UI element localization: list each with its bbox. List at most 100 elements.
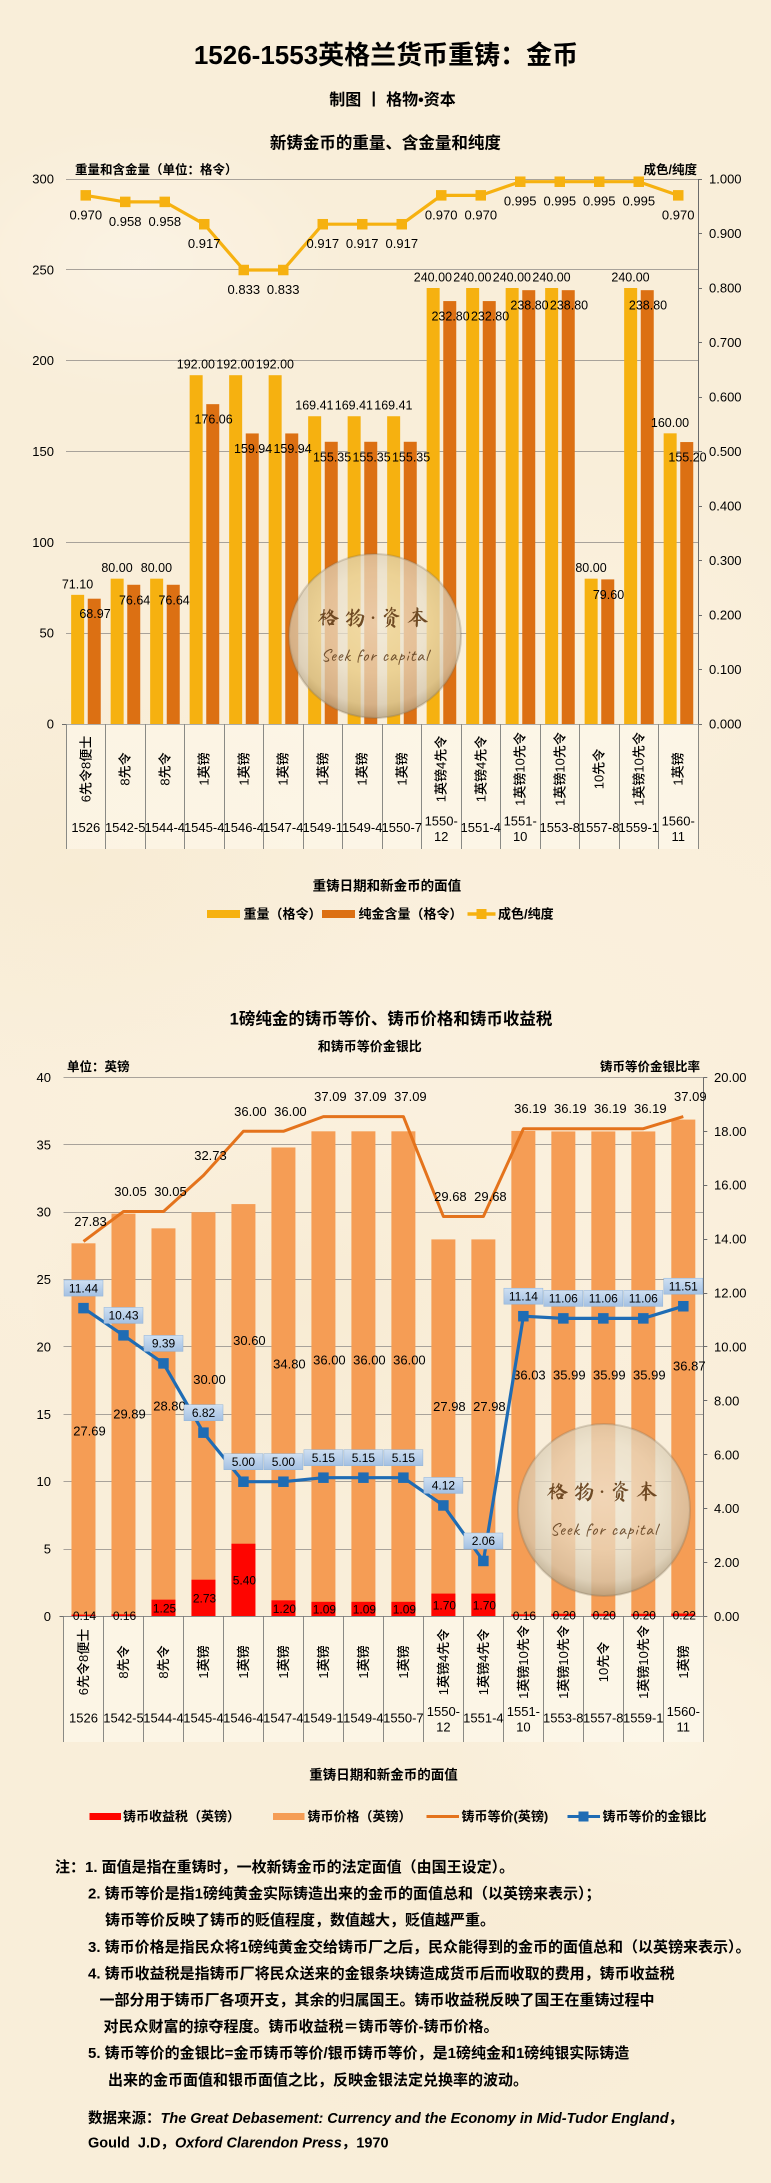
svg-text:0.917: 0.917 xyxy=(386,236,419,251)
svg-text:30: 30 xyxy=(37,1205,51,1220)
svg-text:1526-1553英格兰货币重铸：金币: 1526-1553英格兰货币重铸：金币 xyxy=(194,40,578,70)
svg-text:16.00: 16.00 xyxy=(714,1178,747,1193)
svg-text:192.00: 192.00 xyxy=(177,358,215,372)
svg-text:6.82: 6.82 xyxy=(192,1406,216,1420)
svg-text:和铸币等价金银比: 和铸币等价金银比 xyxy=(318,1039,422,1054)
svg-text:0.917: 0.917 xyxy=(188,236,221,251)
svg-text:1549-1: 1549-1 xyxy=(303,1711,343,1726)
svg-text:36.00: 36.00 xyxy=(274,1104,307,1119)
svg-text:1磅纯金的铸币等价、铸币价格和铸币收益税: 1磅纯金的铸币等价、铸币价格和铸币收益税 xyxy=(230,1009,553,1029)
svg-text:0.917: 0.917 xyxy=(346,236,379,251)
svg-text:71.10: 71.10 xyxy=(62,577,93,591)
svg-text:1英镑4先令: 1英镑4先令 xyxy=(476,1629,491,1695)
svg-text:1546-4: 1546-4 xyxy=(224,820,264,835)
svg-text:1英镑: 1英镑 xyxy=(276,1645,291,1678)
svg-text:35.99: 35.99 xyxy=(633,1368,666,1383)
svg-text:11.06: 11.06 xyxy=(589,1292,618,1306)
svg-text:铸币收益税（英镑）: 铸币收益税（英镑） xyxy=(123,1809,240,1824)
svg-text:1549-4: 1549-4 xyxy=(343,1711,383,1726)
svg-text:1英镑: 1英镑 xyxy=(196,1645,211,1678)
svg-text:成色/纯度: 成色/纯度 xyxy=(644,162,698,177)
svg-text:1英镑4先令: 1英镑4先令 xyxy=(473,736,488,802)
svg-text:一部分用于铸币厂各项开支，其余的归属国王。铸币收益税反映了国: 一部分用于铸币厂各项开支，其余的归属国王。铸币收益税反映了国王在重铸过程中 xyxy=(100,1991,655,2009)
svg-text:0.700: 0.700 xyxy=(709,335,742,350)
svg-text:1560-: 1560- xyxy=(662,814,695,829)
svg-text:240.00: 240.00 xyxy=(414,271,452,285)
svg-text:格物·资本: 格物·资本 xyxy=(317,606,432,628)
svg-text:37.09: 37.09 xyxy=(674,1089,707,1104)
svg-text:6.00: 6.00 xyxy=(714,1447,739,1462)
svg-text:34.80: 34.80 xyxy=(273,1357,306,1372)
svg-text:1551-: 1551- xyxy=(504,814,537,829)
svg-text:11.06: 11.06 xyxy=(629,1292,658,1306)
svg-text:2.00: 2.00 xyxy=(714,1555,739,1570)
svg-text:2.73: 2.73 xyxy=(193,1592,217,1606)
svg-text:176.06: 176.06 xyxy=(194,413,232,427)
svg-text:0.20: 0.20 xyxy=(633,1609,657,1623)
svg-text:10: 10 xyxy=(516,1720,530,1735)
svg-text:238.80: 238.80 xyxy=(629,299,667,313)
svg-text:0: 0 xyxy=(47,717,54,732)
svg-text:32.73: 32.73 xyxy=(194,1148,227,1163)
svg-text:1542-5: 1542-5 xyxy=(103,1711,143,1726)
svg-text:1英镑: 1英镑 xyxy=(236,1645,251,1678)
svg-text:10先令: 10先令 xyxy=(592,749,607,789)
svg-text:1英镑10先令: 1英镑10先令 xyxy=(636,1625,651,1699)
svg-text:对民众财富的掠夺程度。铸币收益税＝铸币等价-铸币价格。: 对民众财富的掠夺程度。铸币收益税＝铸币等价-铸币价格。 xyxy=(104,2018,499,2036)
svg-text:0.958: 0.958 xyxy=(149,214,182,229)
svg-text:1.25: 1.25 xyxy=(153,1602,177,1616)
svg-text:10: 10 xyxy=(37,1474,51,1489)
svg-text:8先令: 8先令 xyxy=(116,1645,131,1678)
svg-text:1英镑: 1英镑 xyxy=(276,752,291,785)
svg-text:1.09: 1.09 xyxy=(313,1603,337,1617)
svg-text:1559-1: 1559-1 xyxy=(619,820,659,835)
svg-text:1英镑4先令: 1英镑4先令 xyxy=(436,1629,451,1695)
svg-text:27.69: 27.69 xyxy=(73,1424,106,1439)
svg-text:36.19: 36.19 xyxy=(594,1101,627,1116)
svg-text:36.03: 36.03 xyxy=(513,1368,546,1383)
svg-text:8先令: 8先令 xyxy=(157,752,172,785)
svg-text:0.20: 0.20 xyxy=(593,1609,617,1623)
svg-text:3. 铸币价格是指民众将1磅纯黄金交给铸币厂之后，民众能得到: 3. 铸币价格是指民众将1磅纯黄金交给铸币厂之后，民众能得到的金币的面值总和（以… xyxy=(88,1938,751,1956)
svg-text:238.80: 238.80 xyxy=(510,299,548,313)
svg-text:0.970: 0.970 xyxy=(425,207,458,222)
svg-text:0.300: 0.300 xyxy=(709,553,742,568)
svg-text:36.00: 36.00 xyxy=(313,1353,346,1368)
svg-text:4.12: 4.12 xyxy=(432,1479,456,1493)
svg-text:2. 铸币等价是指1磅纯黄金实际铸造出来的金币的面值总和（以: 2. 铸币等价是指1磅纯黄金实际铸造出来的金币的面值总和（以英镑来表示）； xyxy=(88,1885,601,1903)
svg-text:155.35: 155.35 xyxy=(392,450,430,464)
svg-text:Seek for capital: Seek for capital xyxy=(321,645,431,667)
svg-text:36.00: 36.00 xyxy=(393,1353,426,1368)
svg-text:1英镑: 1英镑 xyxy=(355,752,370,785)
svg-text:0.100: 0.100 xyxy=(709,662,742,677)
svg-text:18.00: 18.00 xyxy=(714,1124,747,1139)
svg-text:1544-4: 1544-4 xyxy=(145,820,185,835)
svg-text:28.80: 28.80 xyxy=(153,1399,186,1414)
svg-text:1549-4: 1549-4 xyxy=(342,820,382,835)
svg-text:159.94: 159.94 xyxy=(273,442,311,456)
svg-text:37.09: 37.09 xyxy=(394,1089,427,1104)
svg-text:9.39: 9.39 xyxy=(152,1337,176,1351)
svg-text:1546-4: 1546-4 xyxy=(223,1711,263,1726)
svg-text:80.00: 80.00 xyxy=(575,561,606,575)
svg-text:0.917: 0.917 xyxy=(307,236,340,251)
svg-text:0.833: 0.833 xyxy=(228,282,261,297)
svg-text:1英镑: 1英镑 xyxy=(316,1645,331,1678)
svg-text:1550-: 1550- xyxy=(425,814,458,829)
svg-text:5.15: 5.15 xyxy=(312,1451,336,1465)
svg-text:铸币等价(英镑): 铸币等价(英镑) xyxy=(462,1809,549,1824)
svg-text:1544-4: 1544-4 xyxy=(143,1711,183,1726)
svg-text:1英镑: 1英镑 xyxy=(394,752,409,785)
svg-text:238.80: 238.80 xyxy=(550,299,588,313)
svg-text:0.833: 0.833 xyxy=(267,282,300,297)
svg-text:29.68: 29.68 xyxy=(474,1189,507,1204)
svg-text:20.00: 20.00 xyxy=(714,1070,747,1085)
svg-text:12: 12 xyxy=(436,1720,450,1735)
svg-text:2.06: 2.06 xyxy=(472,1534,496,1548)
svg-text:11.14: 11.14 xyxy=(509,1289,538,1303)
svg-text:160.00: 160.00 xyxy=(651,416,689,430)
svg-text:240.00: 240.00 xyxy=(493,271,531,285)
svg-text:0.995: 0.995 xyxy=(583,194,616,209)
svg-text:79.60: 79.60 xyxy=(593,588,624,602)
svg-text:155.35: 155.35 xyxy=(352,450,390,464)
